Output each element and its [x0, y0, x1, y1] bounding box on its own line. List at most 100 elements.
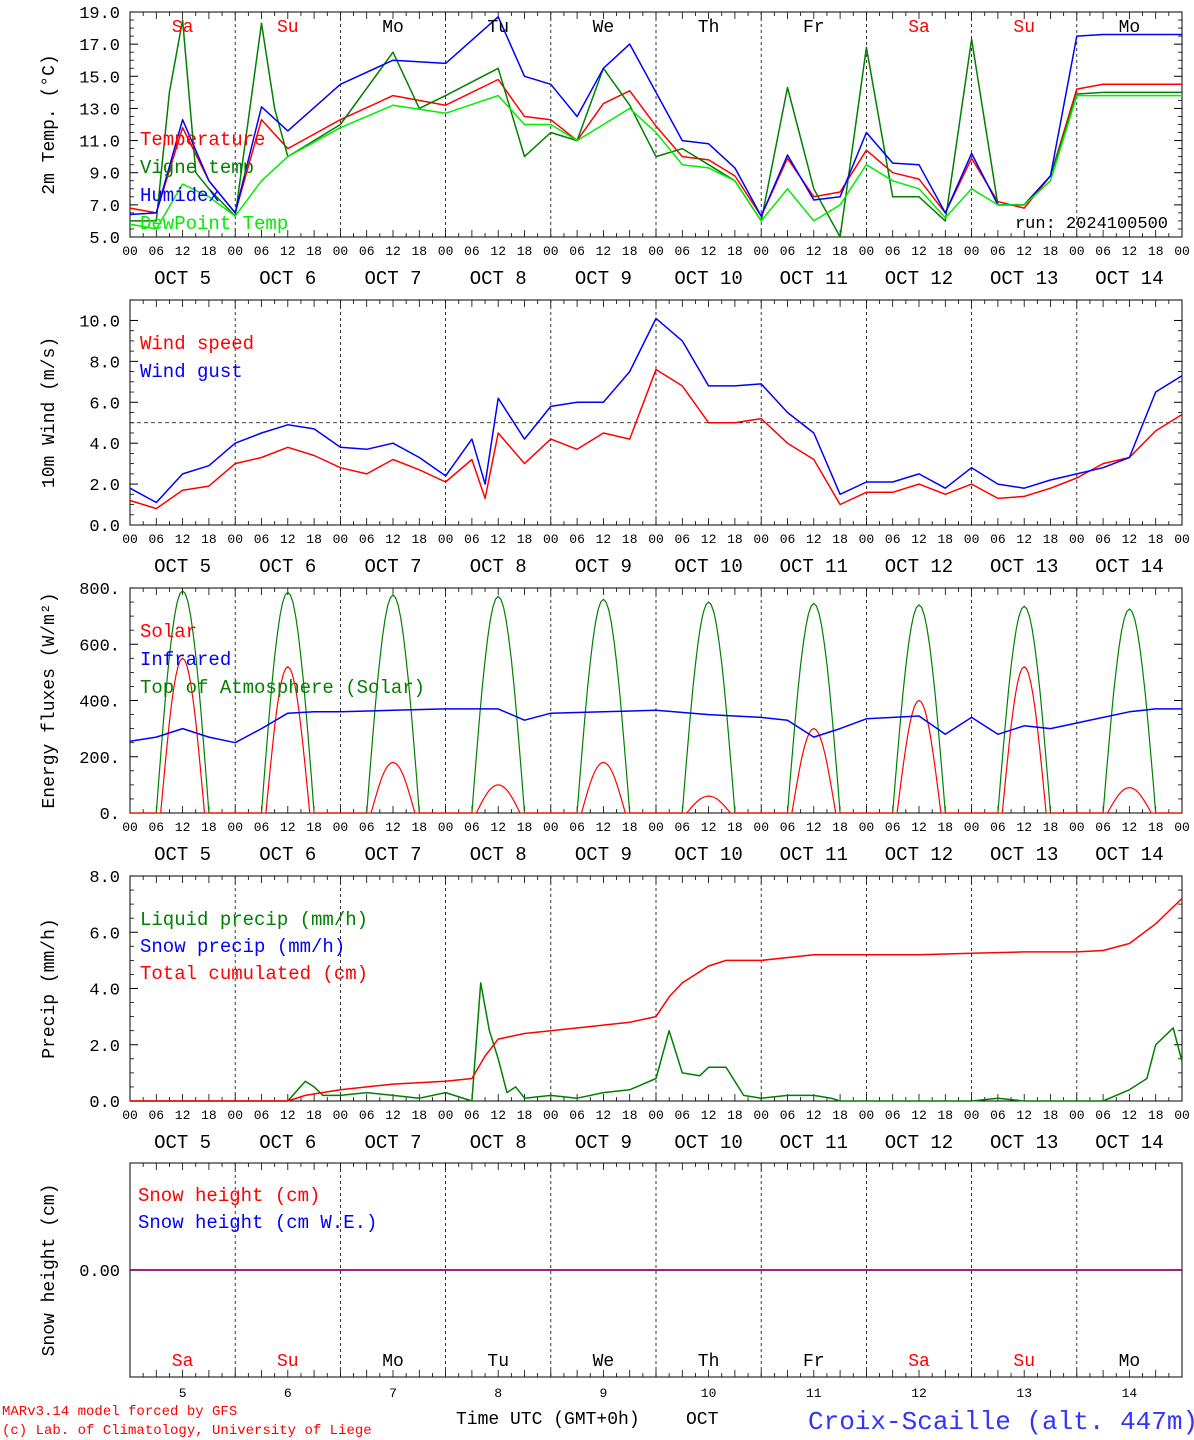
day-number-label: 9 [599, 1386, 607, 1401]
x-hour-label: 00 [648, 244, 664, 259]
x-hour-label: 00 [438, 820, 454, 835]
y-tick-label: 19.0 [79, 5, 120, 24]
x-date-label: OCT 9 [575, 844, 632, 866]
legend-entry: Liquid precip (mm/h) [140, 909, 368, 931]
day-number-label: 11 [806, 1386, 822, 1401]
x-hour-label: 12 [806, 1108, 822, 1123]
x-hour-label: 12 [1016, 532, 1032, 547]
panel-3: 0. 200. 400. 600. 800. Energy fluxes (W/m²) So… [40, 581, 1190, 866]
x-hour-label: 06 [1095, 1108, 1111, 1123]
x-date-label: OCT 12 [885, 556, 953, 578]
y-tick-label: 15.0 [79, 69, 120, 88]
x-hour-label: 06 [254, 244, 270, 259]
x-hour-label: 06 [569, 532, 585, 547]
legend-entry: Total cumulated (cm) [140, 963, 368, 985]
y-tick-label: 11.0 [79, 134, 120, 153]
x-hour-label: 06 [148, 1108, 164, 1123]
run-label: run: 2024100500 [1015, 215, 1168, 234]
legend-entry: Snow height (cm W.E.) [138, 1212, 377, 1234]
x-hour-label: 12 [490, 820, 506, 835]
x-date-label: OCT 6 [259, 556, 316, 578]
day-number-label: 6 [284, 1386, 292, 1401]
x-hour-label: 18 [727, 1108, 743, 1123]
y-tick-label: 0.0 [89, 1094, 120, 1113]
series-line [129, 317, 1183, 504]
x-hour-label: 00 [964, 820, 980, 835]
x-date-label: OCT 7 [364, 556, 421, 578]
x-date-label: OCT 5 [154, 268, 211, 290]
x-hour-label: 06 [569, 244, 585, 259]
x-hour-label: 06 [464, 1108, 480, 1123]
x-hour-label: 12 [280, 820, 296, 835]
x-date-label: OCT 12 [885, 1132, 953, 1154]
x-hour-label: 06 [148, 820, 164, 835]
y-tick-label: 5.0 [89, 230, 120, 249]
x-hour-label: 06 [359, 244, 375, 259]
x-hour-label: 18 [306, 1108, 322, 1123]
x-hour-label: 06 [148, 532, 164, 547]
x-hour-label: 18 [517, 1108, 533, 1123]
x-hour-label: 18 [411, 244, 427, 259]
x-hour-label: 00 [964, 244, 980, 259]
x-hour-label: 06 [1095, 532, 1111, 547]
x-date-label: OCT 13 [990, 556, 1058, 578]
y-tick-label: 0.00 [79, 1263, 120, 1282]
day-number-label: 7 [389, 1386, 397, 1401]
x-hour-label: 18 [517, 244, 533, 259]
y-axis-label: 2m Temp. (°C) [40, 54, 60, 194]
x-hour-label: 06 [464, 244, 480, 259]
x-date-label: OCT 7 [364, 844, 421, 866]
x-hour-label: 12 [911, 244, 927, 259]
x-hour-label: 06 [990, 820, 1006, 835]
legend-entry: Temperature [140, 129, 265, 151]
x-hour-label: 06 [254, 1108, 270, 1123]
x-hour-label: 18 [832, 1108, 848, 1123]
x-date-label: OCT 13 [990, 1132, 1058, 1154]
x-hour-label: 06 [1095, 244, 1111, 259]
legend-entry: Wind gust [140, 361, 243, 383]
x-hour-label: 18 [306, 244, 322, 259]
x-hour-label: 12 [1122, 532, 1138, 547]
x-hour-label: 12 [175, 820, 191, 835]
y-tick-label: 7.0 [89, 198, 120, 217]
x-hour-label: 12 [175, 244, 191, 259]
x-date-label: OCT 12 [885, 844, 953, 866]
weekday-label: Mo [382, 1352, 404, 1372]
x-hour-label: 06 [885, 820, 901, 835]
x-hour-label: 00 [648, 532, 664, 547]
panel-frame [129, 299, 1183, 526]
legend-entry: Wind speed [140, 333, 254, 355]
x-hour-label: 06 [990, 244, 1006, 259]
x-hour-label: 00 [753, 820, 769, 835]
x-hour-label: 18 [1148, 532, 1164, 547]
legend-entry: DewPoint Temp [140, 213, 288, 235]
x-hour-label: 00 [543, 532, 559, 547]
x-hour-label: 12 [1122, 1108, 1138, 1123]
day-number-label: 14 [1122, 1386, 1138, 1401]
weekday-label: Tu [487, 18, 509, 38]
x-hour-label: 00 [543, 820, 559, 835]
series-line [129, 78, 1182, 217]
x-hour-label: 00 [122, 532, 138, 547]
x-hour-label: 00 [333, 1108, 349, 1123]
y-tick-label: 8.0 [89, 869, 120, 888]
x-hour-label: 12 [1122, 244, 1138, 259]
y-axis-label: Energy fluxes (W/m²) [40, 592, 60, 808]
day-number-label: 5 [179, 1386, 187, 1401]
x-hour-label: 18 [411, 1108, 427, 1123]
x-hour-label: 18 [832, 244, 848, 259]
x-hour-label: 18 [201, 1108, 217, 1123]
copyright-credit: (c) Lab. of Climatology, University of L… [2, 1423, 372, 1439]
x-date-label: OCT 5 [154, 556, 211, 578]
x-hour-label: 00 [753, 532, 769, 547]
x-hour-label: 00 [543, 1108, 559, 1123]
x-hour-label: 00 [1069, 820, 1085, 835]
x-hour-label: 18 [1043, 244, 1059, 259]
x-date-label: OCT 9 [575, 1132, 632, 1154]
x-hour-label: 06 [885, 1108, 901, 1123]
x-date-label: OCT 11 [780, 556, 848, 578]
x-hour-label: 12 [806, 820, 822, 835]
x-axis-month: OCT [686, 1410, 719, 1430]
x-date-label: OCT 5 [154, 1132, 211, 1154]
weekday-label: Th [698, 1352, 720, 1372]
